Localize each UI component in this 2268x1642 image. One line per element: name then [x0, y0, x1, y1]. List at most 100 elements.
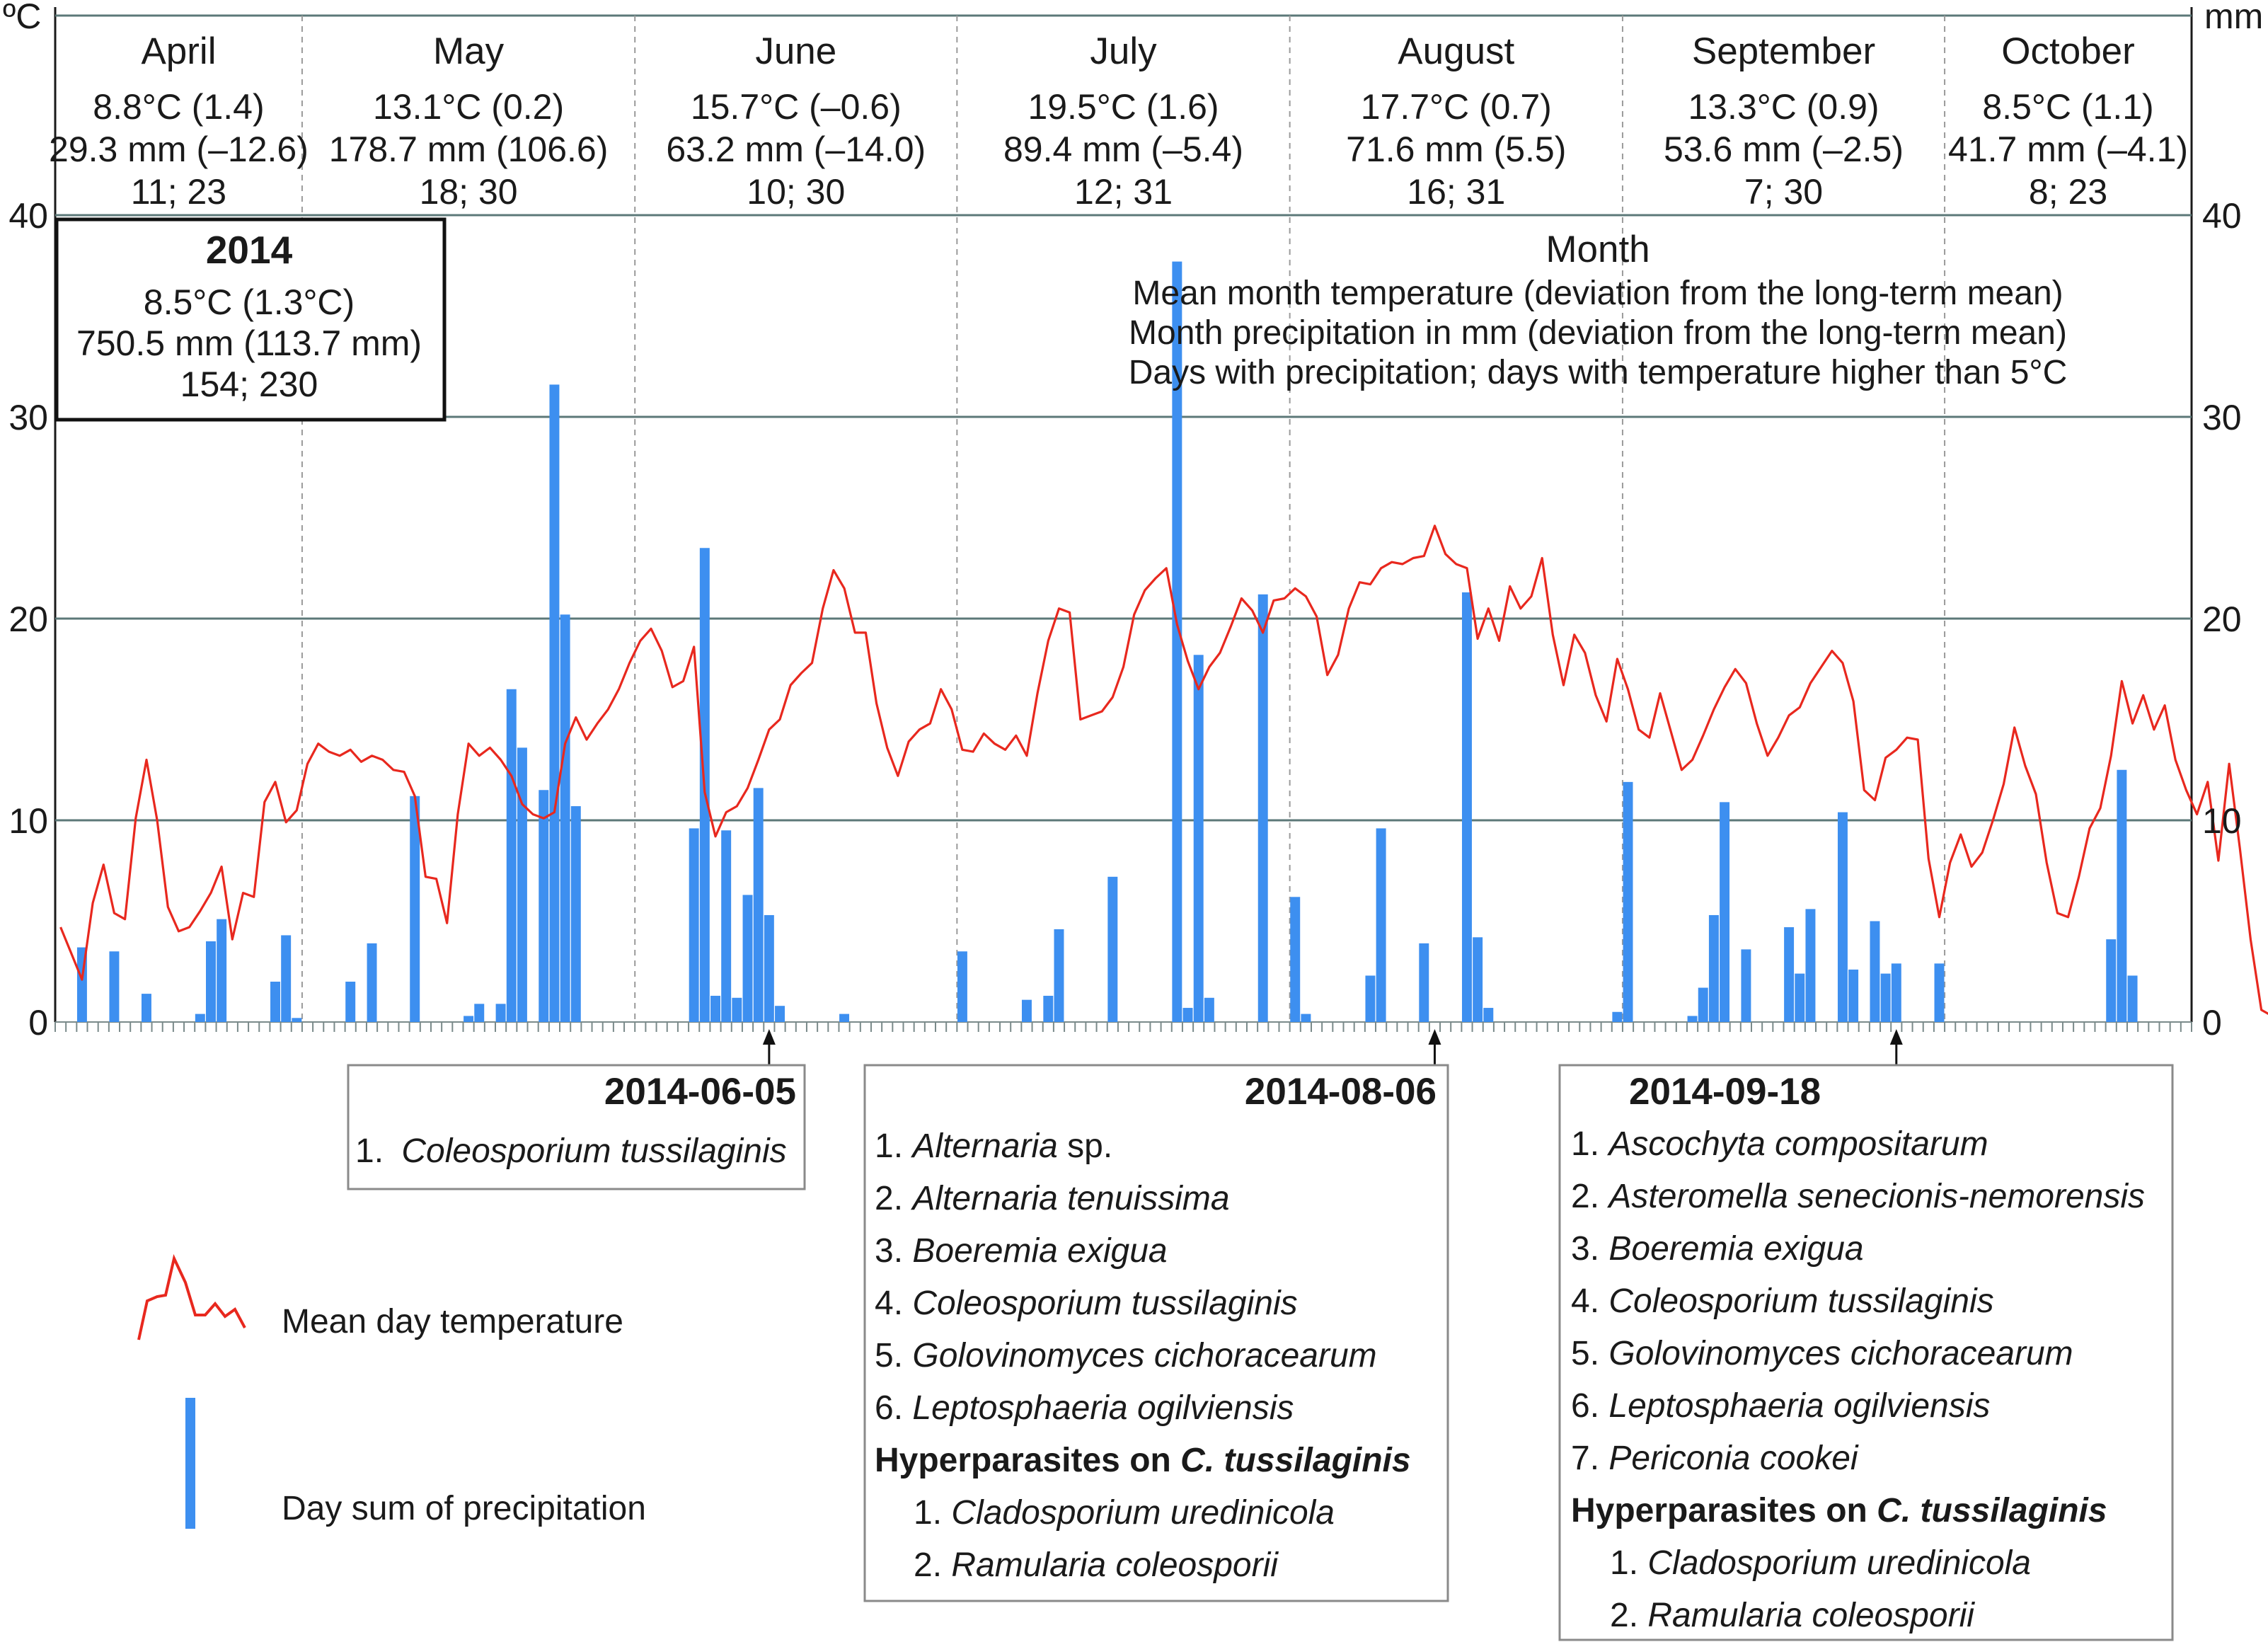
precip-bar — [1301, 1014, 1311, 1022]
y-tick-right-40: 40 — [2202, 196, 2242, 236]
year-summary-days: 154; 230 — [180, 364, 318, 404]
precip-bar — [1880, 973, 1891, 1022]
precip-bar — [195, 1014, 205, 1022]
precip-bar — [1784, 927, 1795, 1022]
key-line-1: Mean month temperature (deviation from t… — [1132, 275, 2063, 312]
month-precip-august: 71.6 mm (5.5) — [1346, 130, 1566, 169]
survey-2-item-3-name: Boeremia exigua — [912, 1232, 1167, 1270]
month-precip-june: 63.2 mm (–14.0) — [666, 130, 926, 169]
survey-1-item-1-num: 1. — [355, 1132, 384, 1170]
precip-bar — [1204, 997, 1214, 1022]
month-headers: April 8.8°C (1.4)29.3 mm (–12.6)11; 23 May… — [49, 30, 2188, 212]
survey-arrow-1-head — [762, 1029, 776, 1045]
survey-3-hyper-2-name: Ramularia coleosporii — [1647, 1597, 1975, 1634]
survey-2-hyper-species: C. tussilaginis — [1180, 1442, 1410, 1479]
precip-bar — [1182, 1008, 1193, 1022]
y-tick-right-10: 10 — [2202, 801, 2242, 841]
y-tick-left-40: 40 — [8, 196, 48, 236]
precip-bar — [1612, 1011, 1623, 1022]
precip-bar — [410, 796, 420, 1022]
precip-bar — [464, 1016, 474, 1022]
precip-bar — [560, 614, 570, 1022]
month-precip-july: 89.4 mm (–5.4) — [1003, 130, 1243, 169]
survey-2-item-1-name: Alternaria — [910, 1127, 1057, 1165]
precip-bar — [1043, 995, 1054, 1022]
precip-bar — [775, 1006, 785, 1022]
precip-bar — [205, 941, 216, 1022]
plot-frame — [54, 7, 2193, 1022]
legend-precipitation-swatch — [185, 1398, 195, 1529]
month-temp-may: 13.1°C (0.2) — [373, 87, 564, 127]
precip-bar — [1193, 655, 1204, 1022]
x-axis-ticks — [54, 1022, 2192, 1032]
month-precip-may: 178.7 mm (106.6) — [329, 130, 609, 169]
precip-bar — [1257, 594, 1268, 1022]
survey-3-item-4-num: 4. — [1571, 1282, 1608, 1320]
precip-bar — [1419, 943, 1429, 1022]
precip-bar — [506, 689, 517, 1022]
precip-bar — [539, 790, 549, 1022]
survey-2-item-6-num: 6. — [875, 1389, 912, 1427]
survey-2-item-5-num: 5. — [875, 1337, 912, 1374]
month-temp-july: 19.5°C (1.6) — [1027, 87, 1219, 127]
survey-3-item-1-num: 1. — [1571, 1125, 1608, 1163]
month-temp-june: 15.7°C (–0.6) — [691, 87, 902, 127]
survey-date-3: 2014-09-18 — [1629, 1071, 1821, 1113]
y-tick-left-0: 0 — [28, 1003, 48, 1043]
survey-3-item-4-name: Coleosporium tussilaginis — [1608, 1282, 1993, 1320]
survey-2-item-2: 2. Alternaria tenuissima — [875, 1180, 1230, 1217]
survey-3-hyper-1-num: 1. — [1610, 1544, 1647, 1582]
precip-bar — [1870, 921, 1880, 1022]
precip-bar — [517, 747, 527, 1022]
survey-2-item-5: 5. Golovinomyces cichoracearum — [875, 1337, 1377, 1374]
survey-2-hyper-2-name: Ramularia coleosporii — [951, 1546, 1279, 1584]
survey-3-item-5: 5. Golovinomyces cichoracearum — [1571, 1335, 2073, 1372]
month-separators — [301, 16, 1946, 1022]
precip-bar — [474, 1004, 485, 1022]
year-summary-frame — [54, 217, 447, 422]
survey-3-items: 1. Ascochyta compositarum 2. Asteromella … — [1571, 1125, 2145, 1634]
month-name-july: July — [1090, 30, 1157, 72]
precip-bar — [1290, 897, 1301, 1022]
year-summary-box: 2014 8.5°C (1.3°C) 750.5 mm (113.7 mm) 1… — [54, 217, 447, 422]
survey-box-3: 2014-09-18 1. Ascochyta compositarum 2. A… — [1558, 1064, 2174, 1641]
survey-3-hyper-2-num: 2. — [1610, 1597, 1647, 1634]
survey-3-item-4: 4. Coleosporium tussilaginis — [1571, 1282, 1994, 1320]
month-name-october: October — [2001, 30, 2135, 72]
survey-1-item-1-name: Coleosporium tussilaginis — [401, 1132, 786, 1170]
survey-2-item-1: 1. Alternaria sp. — [875, 1127, 1112, 1165]
month-name-may: May — [433, 30, 505, 72]
survey-box-3-frame — [1558, 1064, 2174, 1641]
survey-2-item-3: 3. Boeremia exigua — [875, 1232, 1168, 1270]
temperature-line-group — [59, 524, 2268, 1016]
survey-2-hyper-2: 2. Ramularia coleosporii — [914, 1546, 1279, 1584]
survey-3-item-6-num: 6. — [1571, 1387, 1608, 1425]
precip-bar — [1837, 812, 1848, 1022]
y-tick-right-0: 0 — [2202, 1003, 2222, 1043]
month-name-june: June — [755, 30, 836, 72]
month-precip-october: 41.7 mm (–4.1) — [1948, 130, 2188, 169]
month-temp-october: 8.5°C (1.1) — [1982, 87, 2153, 127]
survey-arrows — [762, 1029, 1903, 1064]
precip-bar — [1623, 781, 1633, 1022]
legend-temperature-label: Mean day temperature — [282, 1303, 623, 1340]
survey-3-hyper-prefix: Hyperparasites on — [1571, 1492, 1877, 1529]
month-name-april: April — [141, 30, 216, 72]
survey-3-item-3: 3. Boeremia exigua — [1571, 1230, 1864, 1268]
survey-3-item-1: 1. Ascochyta compositarum — [1571, 1125, 1988, 1163]
month-header-key: Month Mean month temperature (deviation … — [1129, 229, 2068, 391]
survey-2-item-1-num: 1. — [875, 1127, 912, 1165]
month-days-july: 12; 31 — [1074, 172, 1173, 212]
precip-bar — [1107, 876, 1118, 1022]
month-days-october: 8; 23 — [2029, 172, 2107, 212]
survey-2-item-4: 4. Coleosporium tussilaginis — [875, 1285, 1298, 1322]
precip-bar — [2127, 975, 2138, 1022]
precip-bar — [495, 1004, 506, 1022]
survey-2-item-4-num: 4. — [875, 1285, 912, 1322]
survey-box-1: 2014-06-05 1. Coleosporium tussilaginis — [347, 1064, 806, 1190]
precip-bar — [1365, 975, 1376, 1022]
precip-bar — [1698, 987, 1708, 1022]
precip-bar — [732, 997, 742, 1022]
month-precip-april: 29.3 mm (–12.6) — [49, 130, 309, 169]
